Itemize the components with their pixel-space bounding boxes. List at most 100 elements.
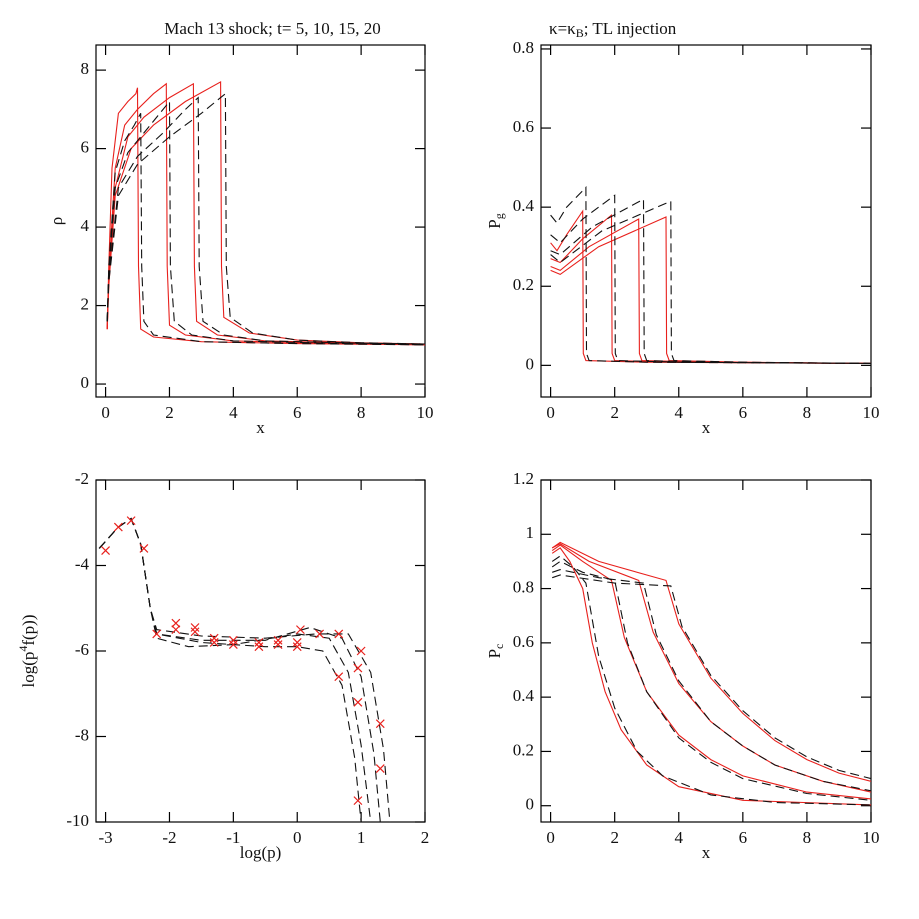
- x-axis-label: x: [256, 418, 265, 437]
- cross-marker: [152, 629, 162, 639]
- curve: [550, 213, 871, 364]
- y-axis-label: ρ: [47, 217, 66, 225]
- curve: [551, 555, 871, 806]
- y-tick-label: 6: [81, 138, 90, 157]
- cross-marker: [228, 640, 238, 650]
- cross-marker: [356, 646, 366, 656]
- curve: [98, 517, 391, 822]
- y-axis-label-part: P: [485, 649, 504, 658]
- x-tick-label: -1: [226, 828, 240, 847]
- cross-marker: [353, 796, 363, 806]
- x-tick-label: 10: [417, 403, 434, 422]
- curve: [106, 82, 425, 346]
- cross-marker: [113, 522, 123, 532]
- curve: [98, 517, 372, 822]
- curve: [551, 541, 871, 782]
- cross-marker: [254, 638, 264, 647]
- y-tick-label: 0: [81, 373, 90, 392]
- x-tick-label: 6: [739, 828, 748, 847]
- y-axis-label-part: g: [492, 213, 506, 219]
- plot-area: [106, 80, 425, 346]
- curve: [550, 198, 871, 364]
- cross-marker: [171, 618, 181, 628]
- x-tick-label: 10: [863, 828, 880, 847]
- x-tick-label: 10: [863, 403, 880, 422]
- chart-title-part: κ=κ: [549, 19, 576, 38]
- cross-marker: [296, 625, 305, 635]
- y-tick-label: 0.4: [513, 196, 535, 215]
- y-tick-label: 0.8: [513, 38, 534, 57]
- chart-title: Mach 13 shock; t= 5, 10, 15, 20: [164, 19, 380, 38]
- y-axis-label-part: log(p: [19, 652, 38, 688]
- x-tick-label: 0: [293, 828, 302, 847]
- cross-marker: [209, 633, 219, 643]
- chart-title-part: ; TL injection: [584, 19, 677, 38]
- y-tick-label: 1: [526, 523, 535, 542]
- cross-marker: [273, 640, 283, 650]
- x-tick-label: 0: [101, 403, 110, 422]
- y-tick-label: 4: [81, 216, 90, 235]
- y-axis-label-part: P: [485, 219, 504, 228]
- chart-title: κ=κB; TL injection: [549, 19, 677, 40]
- x-tick-label: 4: [675, 403, 684, 422]
- cross-marker: [101, 546, 111, 555]
- curve: [550, 209, 871, 364]
- y-tick-label: 0: [526, 795, 535, 814]
- x-tick-label: 6: [293, 403, 302, 422]
- y-tick-label: 0: [526, 354, 535, 373]
- cross-marker: [315, 629, 325, 639]
- cross-marker: [139, 543, 149, 553]
- curve: [551, 560, 871, 801]
- x-tick-label: 2: [610, 828, 619, 847]
- curve: [550, 200, 871, 364]
- plot-area: [551, 541, 871, 806]
- curve: [98, 517, 362, 822]
- chart-title-part: B: [576, 26, 584, 40]
- x-axis-label: log(p): [240, 843, 282, 862]
- plot-area: [98, 516, 391, 822]
- x-tick-label: 2: [165, 403, 174, 422]
- y-tick-label: -10: [66, 811, 89, 830]
- y-tick-label: 1.2: [513, 469, 534, 488]
- x-tick-label: 4: [229, 403, 238, 422]
- curve: [106, 80, 425, 345]
- cross-marker: [171, 625, 181, 635]
- curve: [98, 517, 381, 822]
- curve: [106, 99, 425, 346]
- y-tick-label: 0.2: [513, 275, 534, 294]
- y-tick-label: -6: [75, 640, 89, 659]
- y-axis-label: Pg: [485, 213, 506, 228]
- cross-marker: [228, 635, 238, 645]
- x-tick-label: 8: [803, 403, 812, 422]
- x-tick-label: 4: [675, 828, 684, 847]
- y-axis-label-part: c: [492, 644, 506, 649]
- x-tick-label: 0: [546, 403, 555, 422]
- y-tick-label: 2: [81, 294, 90, 313]
- cross-marker: [375, 764, 385, 773]
- x-tick-label: 2: [610, 403, 619, 422]
- y-tick-label: 0.2: [513, 740, 534, 759]
- x-axis-label: x: [702, 843, 711, 862]
- curve: [552, 569, 871, 792]
- x-tick-label: 8: [803, 828, 812, 847]
- y-tick-label: 0.8: [513, 577, 534, 596]
- cross-marker: [292, 638, 302, 647]
- curve: [550, 194, 871, 364]
- curve: [550, 186, 871, 364]
- curve: [106, 96, 425, 345]
- cross-marker: [190, 623, 200, 632]
- curve: [550, 216, 871, 364]
- x-tick-label: 6: [739, 403, 748, 422]
- x-axis-label: x: [702, 418, 711, 437]
- plot-frame: [95, 44, 426, 398]
- y-axis-label: Pc: [485, 644, 506, 659]
- y-axis-label-part: f(p)): [19, 614, 38, 645]
- y-axis-label-part: 4: [16, 646, 30, 652]
- x-tick-label: 8: [357, 403, 366, 422]
- cross-marker: [126, 516, 136, 526]
- y-tick-label: 8: [81, 59, 90, 78]
- cross-marker: [334, 672, 344, 682]
- cross-marker: [353, 697, 363, 707]
- cross-marker: [353, 663, 363, 673]
